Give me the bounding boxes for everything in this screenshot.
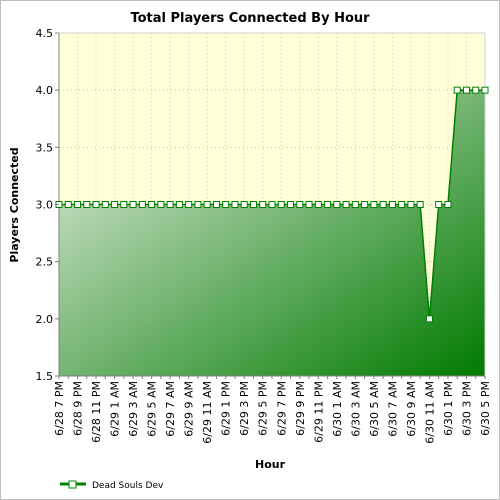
x-tick-label: 6/29 7 AM <box>164 381 177 437</box>
data-point <box>305 201 313 208</box>
x-tick-label: 6/28 7 PM <box>53 381 66 436</box>
x-tick-label: 6/29 3 PM <box>238 381 251 436</box>
data-point <box>462 86 470 94</box>
data-point <box>416 201 424 208</box>
data-point <box>407 201 415 208</box>
data-point <box>111 201 119 208</box>
x-tick-label: 6/29 7 PM <box>275 381 288 436</box>
x-tick-label: 6/30 1 AM <box>331 381 344 437</box>
legend-swatch-marker <box>68 480 77 489</box>
data-point <box>175 201 183 208</box>
data-point <box>287 201 295 208</box>
data-point <box>64 201 72 208</box>
data-point <box>148 201 156 208</box>
x-tick-label: 6/30 5 PM <box>479 381 492 436</box>
data-point <box>277 201 285 208</box>
y-tick-label: 2.5 <box>36 256 54 269</box>
data-point <box>388 201 396 208</box>
data-point <box>240 201 248 208</box>
data-point <box>453 86 461 94</box>
data-point <box>425 315 433 323</box>
data-point <box>222 201 230 208</box>
data-point <box>203 201 211 208</box>
x-tick-label: 6/29 1 PM <box>220 381 233 436</box>
legend-label: Dead Souls Dev <box>92 481 164 491</box>
data-point <box>249 201 257 208</box>
y-axis-title: Players Connected <box>8 147 21 262</box>
x-tick-label: 6/28 11 PM <box>90 381 103 443</box>
data-point <box>157 201 165 208</box>
x-tick-label: 6/30 11 AM <box>423 381 436 444</box>
data-point <box>259 201 267 208</box>
data-point <box>129 201 137 208</box>
data-point <box>231 201 239 208</box>
data-point <box>212 201 220 208</box>
data-point <box>481 86 489 94</box>
data-point <box>138 201 146 208</box>
data-point <box>74 201 82 208</box>
series-area <box>59 90 485 377</box>
chart-title: Total Players Connected By Hour <box>130 11 370 26</box>
y-tick-label: 4.0 <box>36 84 54 97</box>
y-tick-label: 3.0 <box>36 199 54 212</box>
data-point <box>333 201 341 208</box>
data-point <box>398 201 406 208</box>
data-point <box>296 201 304 208</box>
data-point <box>351 201 359 208</box>
data-point <box>268 201 276 208</box>
y-tick-label: 3.5 <box>36 141 54 154</box>
x-tick-label: 6/30 1 PM <box>442 381 455 436</box>
x-tick-label: 6/30 9 AM <box>405 381 418 437</box>
x-axis-title: Hour <box>255 458 286 471</box>
x-tick-label: 6/29 1 AM <box>109 381 122 437</box>
data-point <box>166 201 174 208</box>
x-tick-label: 6/29 5 AM <box>146 381 159 437</box>
data-point <box>361 201 369 208</box>
data-point <box>314 201 322 208</box>
x-tick-label: 6/29 3 AM <box>127 381 140 437</box>
data-point <box>444 201 452 208</box>
x-tick-label: 6/29 11 AM <box>201 381 214 444</box>
data-point <box>435 201 443 208</box>
data-point <box>83 201 91 208</box>
data-point <box>324 201 332 208</box>
x-tick-label: 6/29 9 PM <box>294 381 307 436</box>
data-point <box>120 201 128 208</box>
x-tick-label: 6/30 3 AM <box>349 381 362 437</box>
x-tick-label: 6/29 9 AM <box>183 381 196 437</box>
x-tick-label: 6/28 9 PM <box>72 381 85 436</box>
x-tick-label: 6/29 11 PM <box>312 381 325 443</box>
y-tick-label: 2.0 <box>36 313 54 326</box>
x-tick-label: 6/30 3 PM <box>460 381 473 436</box>
data-point <box>472 86 480 94</box>
x-tick-label: 6/30 7 AM <box>386 381 399 437</box>
data-point <box>379 201 387 208</box>
x-tick-label: 6/30 5 AM <box>368 381 381 437</box>
y-tick-label: 1.5 <box>36 370 54 383</box>
data-point <box>370 201 378 208</box>
data-point <box>92 201 100 208</box>
data-point <box>185 201 193 208</box>
legend: Dead Souls Dev <box>60 480 164 491</box>
y-tick-label: 4.5 <box>36 27 54 40</box>
data-point <box>342 201 350 208</box>
data-point <box>101 201 109 208</box>
x-tick-label: 6/29 5 PM <box>257 381 270 436</box>
data-point <box>194 201 202 208</box>
